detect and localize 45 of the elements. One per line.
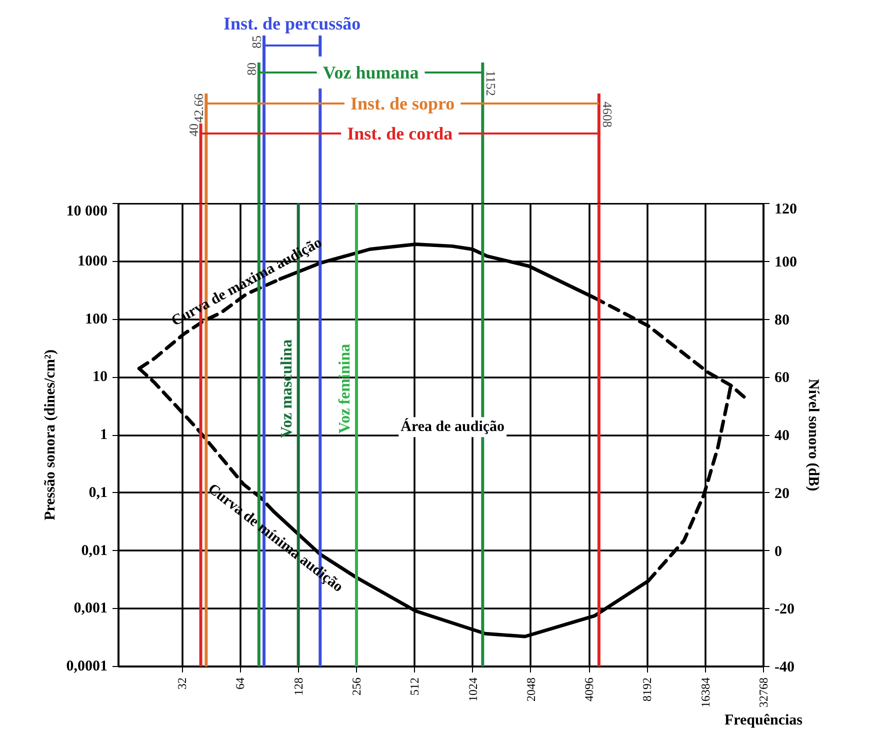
x-tick-label: 1024: [466, 678, 480, 702]
y2-tick-label: 120: [774, 202, 797, 218]
x-tick-label: 32768: [756, 678, 770, 708]
text: Inst. de sopro: [350, 94, 455, 114]
y-tick-label: 10: [92, 369, 108, 386]
x-axis-title: Frequências: [724, 712, 803, 728]
ref-line-label: 80: [244, 62, 259, 76]
y-tick-label: 10 000: [66, 204, 108, 220]
y2-tick-label: -20: [774, 602, 794, 618]
x-tick-label: 64: [233, 678, 248, 690]
text: Voz humana: [322, 62, 419, 82]
y2-tick-label: 100: [774, 254, 797, 270]
ref-line-label: Voz feminina: [336, 344, 354, 434]
y-tick-label: 0,01: [81, 542, 108, 559]
text: Inst. de percussão: [223, 14, 361, 34]
y-tick-label: 100: [85, 311, 108, 328]
ref-line-label: 1152: [484, 70, 499, 96]
x-tick-label: 32: [175, 678, 190, 690]
x-tick-label: 256: [349, 678, 364, 696]
annotation: Área de audição: [400, 418, 505, 436]
y2-axis-title: Nível sonoro (dB): [805, 378, 821, 492]
ref-line-label: 85: [249, 36, 264, 48]
y-tick-label: 0,001: [74, 600, 108, 617]
y2-tick-label: 20: [774, 486, 790, 502]
y-tick-label: 0,0001: [66, 658, 108, 674]
y2-tick-label: -40: [774, 660, 794, 676]
ref-line-label: 42.66: [191, 93, 206, 123]
x-tick-label: 2048: [524, 678, 538, 702]
y-tick-label: 1: [100, 427, 108, 443]
y2-tick-label: 80: [774, 312, 790, 328]
text: Inst. de corda: [347, 124, 453, 144]
y-tick-label: 0,1: [88, 484, 108, 501]
y2-tick-label: 60: [774, 370, 790, 386]
x-tick-label: 128: [291, 678, 306, 696]
y2-tick-label: 0: [774, 544, 782, 560]
ref-line-label: 4608: [600, 102, 615, 128]
x-tick-label: 8192: [640, 678, 654, 702]
ref-line-label: Voz masculina: [278, 339, 296, 438]
x-tick-label: 4096: [582, 678, 596, 702]
y-tick-label: 1000: [78, 253, 108, 270]
x-tick-label: 16384: [698, 678, 712, 708]
x-tick-label: 512: [408, 678, 422, 696]
y-axis-title: Pressão sonora (dines/cm²): [42, 350, 58, 520]
ref-line-label: 40: [186, 124, 201, 136]
y2-tick-label: 40: [774, 428, 790, 444]
